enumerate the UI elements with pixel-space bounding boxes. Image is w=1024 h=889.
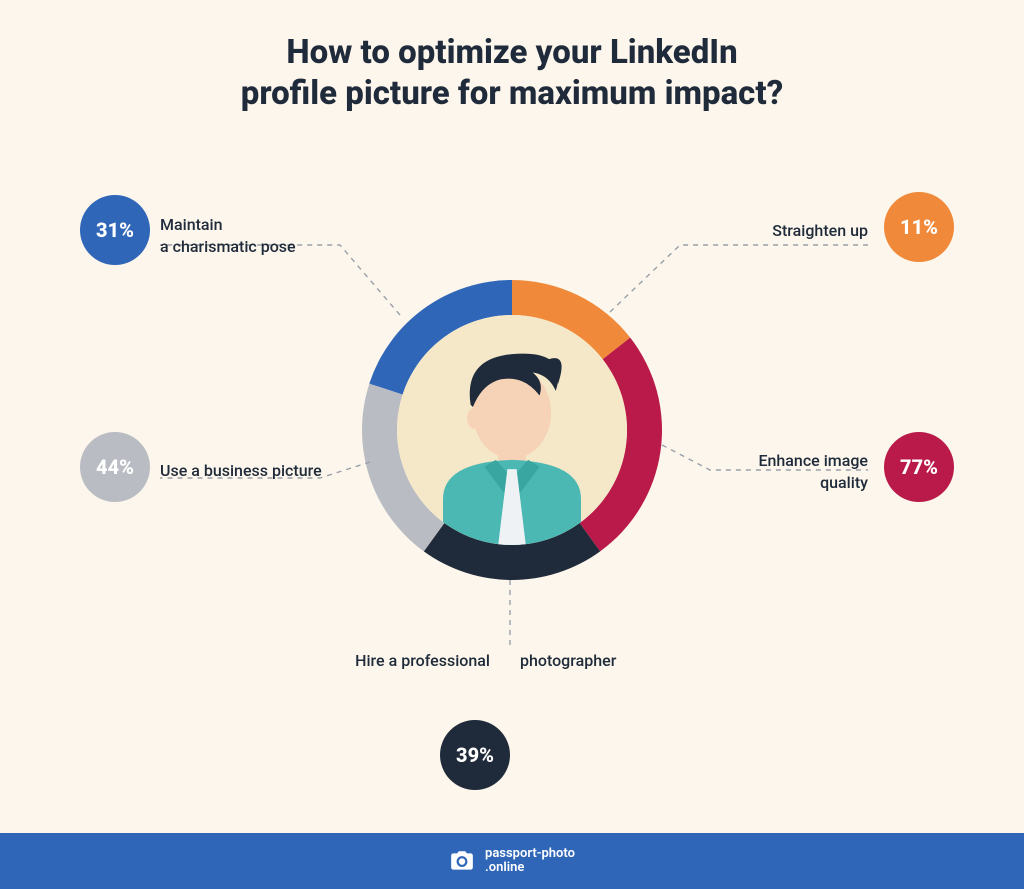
label-photographer-left: Hire a professional [355, 650, 490, 672]
footer-brand-line1: passport-photo [485, 847, 575, 861]
badge-straighten: 11% [884, 192, 954, 262]
footer-brand: passport-photo .online [485, 847, 575, 874]
label-charismatic: Maintaina charismatic pose [160, 214, 296, 257]
footer: passport-photo .online [0, 833, 1024, 889]
page-title: How to optimize your LinkedIn profile pi… [0, 32, 1024, 115]
badge-charismatic-value: 31% [96, 218, 134, 242]
label-enhance: Enhance imagequality [758, 450, 868, 493]
badge-enhance: 77% [884, 432, 954, 502]
badge-charismatic: 31% [80, 195, 150, 265]
camera-icon [449, 848, 475, 874]
badge-photographer-value: 39% [456, 743, 494, 767]
footer-brand-line2: .online [485, 861, 575, 875]
label-business: Use a business picture [160, 460, 322, 482]
badge-enhance-value: 77% [900, 455, 938, 479]
label-photographer-right: photographer [520, 650, 616, 672]
badge-business-value: 44% [96, 455, 134, 479]
badge-photographer: 39% [440, 720, 510, 790]
badge-business: 44% [80, 432, 150, 502]
title-line2: profile picture for maximum impact? [241, 74, 783, 113]
label-straighten: Straighten up [772, 220, 868, 242]
badge-straighten-value: 11% [900, 215, 938, 239]
donut-chart [362, 280, 662, 580]
avatar-svg [397, 315, 627, 545]
title-line1: How to optimize your LinkedIn [286, 33, 737, 72]
avatar [397, 315, 627, 545]
